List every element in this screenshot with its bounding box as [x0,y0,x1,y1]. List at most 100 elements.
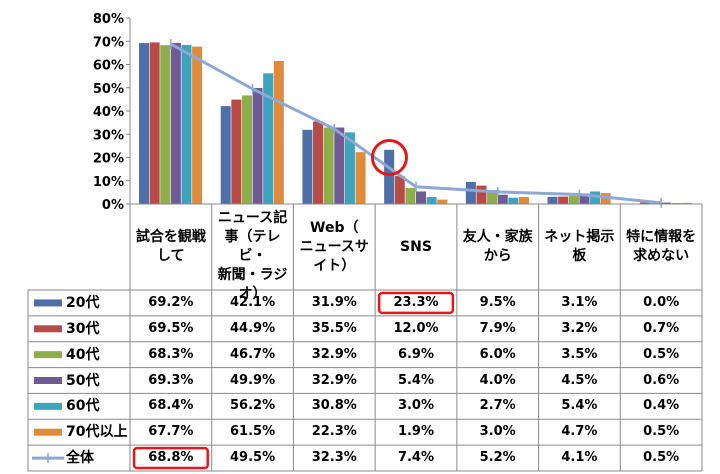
bar-70代以上-2 [355,152,366,204]
bar-40代-2 [323,127,334,204]
y-tick-label: 40% [93,105,124,120]
data-label: 68.4% [148,398,194,414]
data-label: 22.3% [311,424,357,440]
bar-50代-2 [334,127,345,204]
bar-70代以上-0 [192,46,203,204]
category-label: 特に情報を 求めない [626,229,697,264]
data-label: 6.0% [479,346,516,362]
data-label: 35.5% [311,320,357,336]
data-label: 42.1% [230,294,276,310]
highlight-box-all-watch [132,446,209,470]
bar-30代-0 [149,42,160,204]
y-tick-label: 70% [93,35,124,50]
data-label: 0.5% [643,424,680,440]
bar-50代-3 [416,191,427,204]
y-tick-label: 50% [93,82,124,97]
bar-70代以上-6 [682,202,693,204]
bar-20代-4 [465,181,476,204]
data-label: 49.9% [230,372,276,388]
category-label: 友人・家族 から [462,229,533,264]
data-label: 3.2% [561,320,598,336]
y-tick-label: 60% [93,59,124,74]
bar-60代-4 [508,197,519,204]
data-label: 0.6% [643,372,680,388]
data-label: 68.8% [148,450,194,466]
category-label: 試合を観戦 して [135,229,206,264]
bar-50代-6 [661,202,672,204]
data-label: 1.9% [397,424,435,440]
data-label: 7.9% [479,320,516,336]
bar-40代-1 [241,95,252,204]
bar-70代以上-1 [273,61,284,205]
bar-50代-1 [252,87,263,204]
bar-40代-3 [405,187,416,204]
y-tick-label: 20% [93,152,124,167]
category-label: Web（ ニュースサ イト） [299,219,369,274]
data-label: 61.5% [230,424,276,440]
data-label: 3.0% [479,424,516,440]
legend-label: 60代 [66,398,100,415]
highlight-circle [370,139,408,176]
data-label: 49.5% [230,450,276,466]
data-label: 3.0% [397,398,435,414]
data-label: 7.4% [397,450,435,466]
bar-70代以上-3 [437,199,448,204]
data-label: 5.4% [397,372,435,388]
bar-20代-0 [139,43,150,204]
bar-30代-6 [639,202,650,204]
legend-label: 40代 [66,346,100,363]
bar-20代-1 [220,106,231,204]
bar-70代以上-4 [518,197,529,204]
y-tick-label: 10% [93,175,124,190]
legend-swatch-40代 [34,351,62,359]
data-label: 69.3% [148,372,194,388]
bar-40代-4 [487,190,498,204]
data-label: 5.2% [479,450,516,466]
bar-50代-5 [579,193,590,204]
bar-20代-2 [302,129,313,204]
data-label: 68.3% [148,346,194,362]
bar-30代-1 [231,99,242,204]
bar-30代-5 [558,196,569,204]
data-label: 32.9% [311,372,357,388]
legend-label: 70代以上 [66,424,128,441]
data-label: 4.1% [561,450,598,466]
data-label: 2.7% [479,398,516,414]
data-label: 9.5% [479,294,516,310]
data-label: 0.7% [643,320,680,336]
bar-60代-5 [590,191,601,204]
data-label: 3.5% [561,346,598,362]
data-label: 4.0% [479,372,516,388]
data-label: 31.9% [311,294,357,310]
bar-40代-0 [160,45,171,204]
bar-30代-3 [394,176,405,204]
legend-label: 20代 [66,294,100,311]
legend-swatch-70代以上 [34,428,62,436]
data-label: 23.3% [393,294,439,310]
data-label: 32.3% [311,450,357,466]
data-label: 6.9% [397,346,435,362]
bar-60代-3 [426,197,437,204]
legend-label: 全体 [66,450,94,467]
data-label: 5.4% [561,398,598,414]
data-label: 56.2% [230,398,276,414]
category-label: ニュース記 事（テレビ・ 新聞・ラジ オ） [217,210,288,302]
legend-label: 50代 [66,372,100,389]
bar-50代-4 [497,194,508,204]
legend-swatch-50代 [34,377,62,384]
legend-swatch-30代 [34,325,62,333]
data-label: 0.5% [643,346,680,362]
data-label: 0.0% [643,294,680,310]
category-label: ネット掲示 板 [544,229,615,264]
data-label: 0.4% [643,398,680,414]
bar-50代-0 [170,42,181,204]
bar-60代-1 [263,73,274,205]
legend-swatch-20代 [34,299,62,307]
bar-60代-0 [181,44,192,204]
data-label: 4.5% [561,372,598,388]
category-label: SNS [400,238,432,255]
data-label: 32.9% [311,346,357,362]
data-label: 3.1% [561,294,598,310]
y-tick-label: 0% [102,198,124,213]
